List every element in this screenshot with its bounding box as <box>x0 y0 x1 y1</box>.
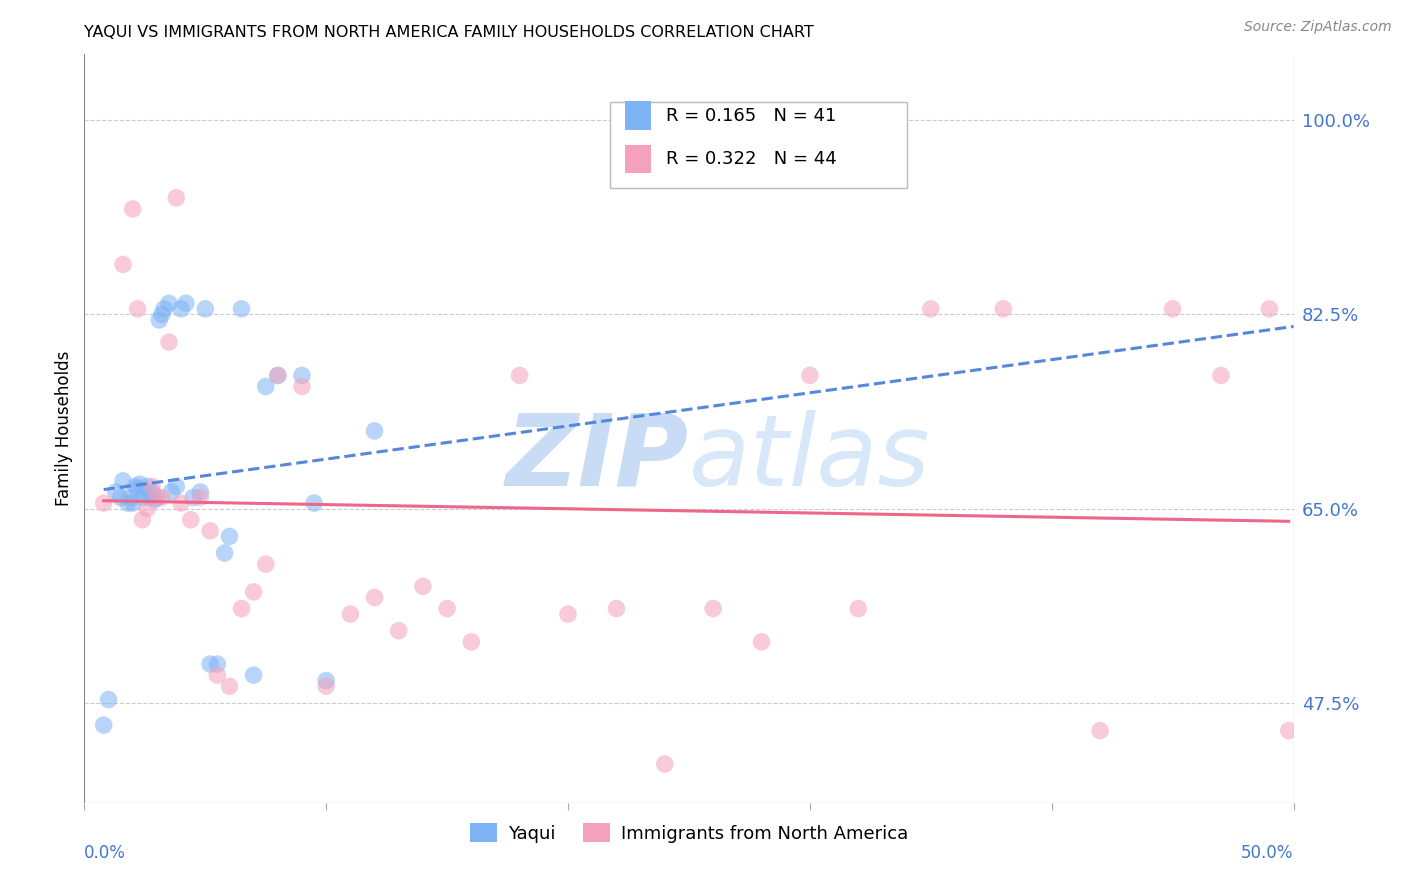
Point <box>131 491 153 505</box>
Text: atlas: atlas <box>689 409 931 507</box>
Point <box>131 513 153 527</box>
Point <box>174 296 197 310</box>
FancyBboxPatch shape <box>624 102 651 130</box>
Point <box>127 301 149 316</box>
Point <box>339 607 361 621</box>
Point <box>165 191 187 205</box>
Text: ZIP: ZIP <box>506 409 689 507</box>
Point <box>291 379 314 393</box>
FancyBboxPatch shape <box>610 103 907 188</box>
Point <box>1161 301 1184 316</box>
Point <box>93 496 115 510</box>
Point <box>124 479 146 493</box>
Text: YAQUI VS IMMIGRANTS FROM NORTH AMERICA FAMILY HOUSEHOLDS CORRELATION CHART: YAQUI VS IMMIGRANTS FROM NORTH AMERICA F… <box>84 25 814 40</box>
Point <box>605 601 627 615</box>
Point <box>231 301 253 316</box>
Point <box>751 635 773 649</box>
Point <box>799 368 821 383</box>
Point <box>363 424 385 438</box>
Point <box>993 301 1015 316</box>
Text: R = 0.165   N = 41: R = 0.165 N = 41 <box>666 107 837 125</box>
Point <box>388 624 411 638</box>
Point <box>110 491 132 505</box>
Point <box>194 301 217 316</box>
Point <box>509 368 531 383</box>
Point <box>654 756 676 771</box>
Point <box>198 524 221 538</box>
Point <box>136 479 159 493</box>
Point <box>138 491 160 505</box>
Point <box>1258 301 1281 316</box>
Point <box>170 496 193 510</box>
Point <box>1278 723 1301 738</box>
Point <box>170 301 193 316</box>
Text: R = 0.322   N = 44: R = 0.322 N = 44 <box>666 150 837 169</box>
Point <box>218 679 240 693</box>
Point <box>180 513 202 527</box>
Point <box>315 673 337 688</box>
Point <box>146 491 169 505</box>
Point <box>127 482 149 496</box>
Point <box>165 479 187 493</box>
Point <box>315 679 337 693</box>
Point <box>190 491 212 505</box>
Point <box>207 657 229 671</box>
Point <box>242 585 264 599</box>
Point <box>93 718 115 732</box>
Point <box>157 335 180 350</box>
Point <box>117 496 139 510</box>
Point <box>181 491 204 505</box>
Point <box>146 491 169 505</box>
Point <box>218 529 240 543</box>
Text: Source: ZipAtlas.com: Source: ZipAtlas.com <box>1244 20 1392 34</box>
Point <box>157 296 180 310</box>
Point <box>242 668 264 682</box>
Point <box>254 557 277 571</box>
Point <box>190 485 212 500</box>
Point <box>231 601 253 615</box>
Point <box>141 479 163 493</box>
Point <box>363 591 385 605</box>
Point <box>141 485 163 500</box>
Point <box>557 607 579 621</box>
Point <box>207 668 229 682</box>
Point <box>436 601 458 615</box>
Point <box>136 501 159 516</box>
Point <box>120 491 142 505</box>
Point <box>112 257 135 271</box>
Text: 0.0%: 0.0% <box>84 844 127 862</box>
Point <box>104 485 127 500</box>
Point <box>150 307 173 321</box>
Text: 50.0%: 50.0% <box>1241 844 1294 862</box>
Point <box>112 474 135 488</box>
Point <box>150 491 173 505</box>
Point <box>134 485 156 500</box>
FancyBboxPatch shape <box>624 145 651 173</box>
Point <box>1088 723 1111 738</box>
Point <box>1209 368 1232 383</box>
Point <box>291 368 314 383</box>
Point <box>267 368 290 383</box>
Point <box>160 485 183 500</box>
Y-axis label: Family Households: Family Households <box>55 351 73 506</box>
Point <box>121 202 143 216</box>
Point <box>254 379 277 393</box>
Point <box>920 301 942 316</box>
Point <box>846 601 869 615</box>
Point <box>129 477 152 491</box>
Point <box>121 496 143 510</box>
Legend: Yaqui, Immigrants from North America: Yaqui, Immigrants from North America <box>463 816 915 850</box>
Point <box>302 496 325 510</box>
Point <box>143 492 166 507</box>
Point <box>412 579 434 593</box>
Point <box>267 368 290 383</box>
Point <box>702 601 724 615</box>
Point <box>97 692 120 706</box>
Point <box>153 301 176 316</box>
Point <box>460 635 482 649</box>
Point <box>198 657 221 671</box>
Point <box>214 546 236 560</box>
Point <box>148 313 170 327</box>
